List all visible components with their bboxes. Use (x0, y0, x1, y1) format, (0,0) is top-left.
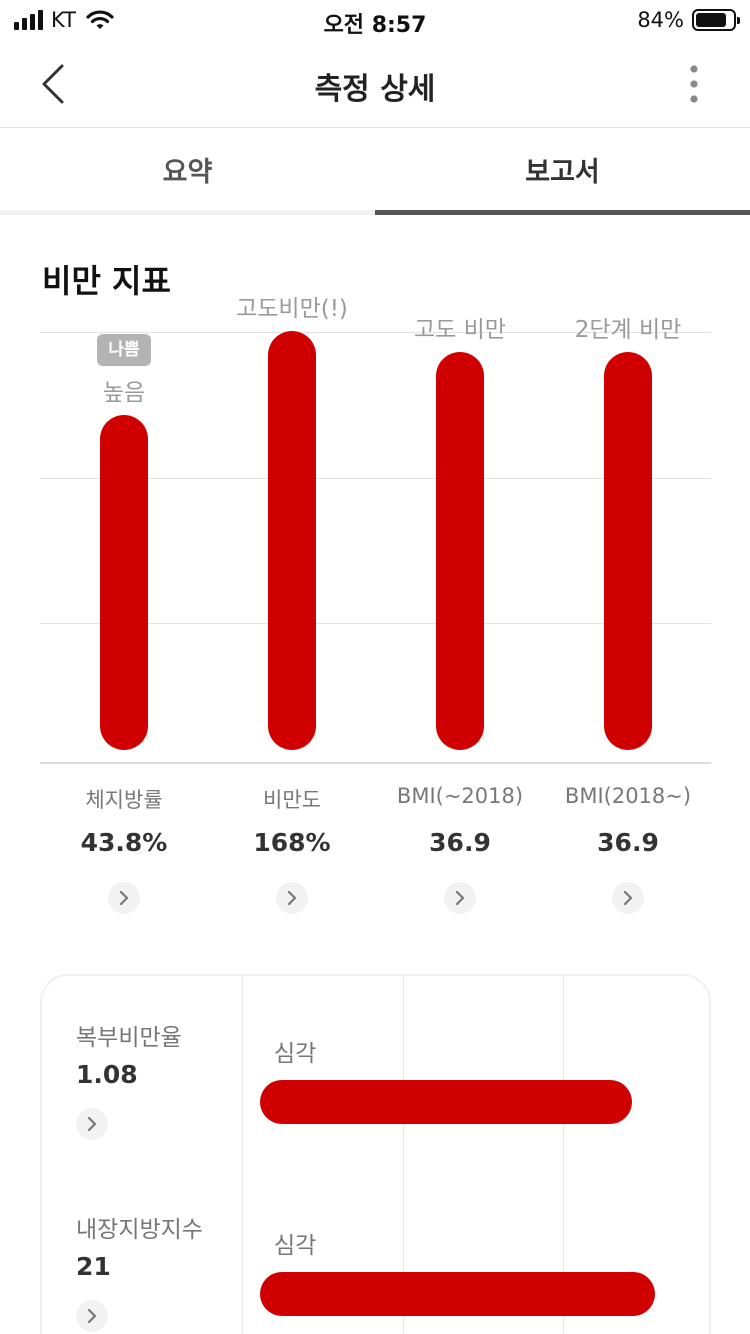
indicator-item: BMI(~2018) 36.9 (376, 780, 544, 920)
detail-level-label: 심각 (274, 1041, 317, 1067)
detail-level-label: 심각 (274, 1233, 317, 1259)
status-badge: 나쁨 (97, 333, 151, 366)
card-divider (563, 976, 564, 1334)
page-title: 측정 상세 (314, 72, 436, 107)
bar-level-label: 고도비만(!) (236, 296, 348, 322)
tab-bar: 요약 보고서 (0, 129, 750, 215)
battery-fill (696, 13, 727, 27)
tab-summary[interactable]: 요약 (0, 129, 375, 215)
indicator-value: 36.9 (429, 828, 491, 857)
section-title: 비만 지표 (42, 262, 171, 300)
chevron-right-icon[interactable] (76, 1108, 108, 1140)
bar-level-label: 높음 (102, 379, 146, 406)
indicator-item: 비만도 168% (208, 780, 376, 920)
indicator-list: 체지방률 43.8% 비만도 168% BMI(~2018) 36.9 BMI(2018~)… (40, 780, 711, 920)
wifi-icon (86, 10, 114, 29)
chevron-right-icon[interactable] (444, 882, 476, 914)
status-right: 84% (637, 8, 740, 32)
bar-column: 높음 나쁨 (40, 290, 208, 765)
status-left: KT (14, 8, 114, 32)
bar-column: 고도비만(!) (208, 290, 376, 765)
indicator-name: BMI(2018~) (564, 784, 692, 808)
detail-level-bar (260, 1272, 655, 1316)
chart-baseline (40, 762, 711, 764)
detail-level-bar (260, 1080, 632, 1124)
signal-icon (14, 10, 43, 30)
indicator-value: 43.8% (80, 828, 168, 857)
indicator-value: 168% (253, 828, 331, 857)
bar-level-label: 고도 비만 (414, 316, 506, 343)
card-divider (403, 976, 404, 1334)
obesity-bar-chart: 높음 나쁨 고도비만(!) 고도 비만 2단계 비만 (40, 290, 711, 765)
detail-name: 복부비만율 (76, 1025, 182, 1051)
chevron-right-icon[interactable] (108, 882, 140, 914)
carrier-label: KT (51, 8, 76, 32)
chart-bar (604, 351, 652, 750)
status-time: 오전 8:57 (323, 13, 427, 38)
bar-column: 2단계 비만 (544, 290, 712, 765)
chart-bar (436, 351, 484, 750)
status-bar: KT 오전 8:57 84% (0, 0, 750, 40)
gridline (40, 623, 711, 624)
detail-row: 복부비만율 1.08 심각 (42, 976, 709, 1166)
detail-value: 1.08 (76, 1060, 138, 1089)
chart-bar (100, 414, 148, 750)
detail-value: 21 (76, 1252, 111, 1281)
vertical-dots-icon[interactable] (682, 64, 706, 104)
indicator-name: 체지방률 (85, 788, 163, 812)
indicator-item: 체지방률 43.8% (40, 780, 208, 920)
battery-percent: 84% (637, 8, 684, 32)
chart-bar (268, 331, 316, 750)
indicator-value: 36.9 (597, 828, 659, 857)
gridline (40, 332, 711, 333)
battery-icon (692, 9, 740, 31)
tab-report[interactable]: 보고서 (375, 129, 750, 215)
indicator-name: BMI(~2018) (396, 784, 524, 808)
indicator-item: BMI(2018~) 36.9 (544, 780, 712, 920)
nav-bar: 측정 상세 (0, 40, 750, 128)
bar-column: 고도 비만 (376, 290, 544, 765)
card-divider (242, 976, 243, 1334)
detail-row: 내장지방지수 21 심각 (42, 1168, 709, 1334)
chevron-left-icon[interactable] (30, 58, 78, 110)
chevron-right-icon[interactable] (276, 882, 308, 914)
detail-card: 복부비만율 1.08 심각 내장지방지수 21 심각 (40, 974, 711, 1334)
indicator-name: 비만도 (263, 788, 321, 812)
chevron-right-icon[interactable] (76, 1300, 108, 1332)
bar-level-label: 2단계 비만 (574, 316, 682, 343)
detail-name: 내장지방지수 (76, 1217, 203, 1243)
gridline (40, 478, 711, 479)
chevron-right-icon[interactable] (612, 882, 644, 914)
